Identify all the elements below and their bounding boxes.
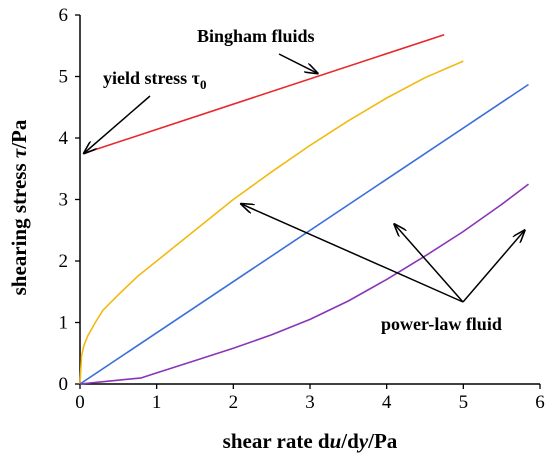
x-tick-label: 6 — [535, 392, 545, 413]
shear-thinning-curve — [79, 60, 464, 385]
x-tick-label: 4 — [382, 392, 392, 413]
newtonian-line — [79, 83, 529, 385]
bingham-arrow — [278, 53, 318, 73]
y-tick-label: 4 — [59, 128, 69, 149]
axes: 0 1 2 3 4 5 6 0 1 2 3 4 5 6 — [59, 5, 545, 413]
yield-stress-label: yield stress τ0 — [103, 68, 206, 92]
x-tick-label: 2 — [229, 392, 239, 413]
shear-thickening-curve — [79, 183, 529, 385]
y-tick-label: 0 — [59, 374, 69, 395]
y-tick-label: 6 — [59, 5, 69, 26]
series-group — [79, 33, 529, 385]
annotations: Bingham fluids yield stress τ0 power-law f… — [84, 26, 525, 334]
power-law-arrow-1 — [241, 204, 464, 303]
y-axis-label: shearing stress τ/Pa — [7, 119, 31, 295]
x-tick-label: 0 — [75, 392, 85, 413]
x-tick-label: 1 — [152, 392, 162, 413]
power-law-arrow-3 — [462, 230, 525, 303]
y-tick-label: 2 — [59, 251, 69, 272]
x-tick-label: 3 — [305, 392, 315, 413]
y-tick-label: 5 — [59, 67, 69, 88]
bingham-line — [83, 33, 445, 155]
yield-stress-arrow — [84, 95, 151, 153]
power-law-arrow-2 — [394, 224, 464, 303]
x-tick-label: 5 — [459, 392, 469, 413]
y-tick-label: 1 — [59, 313, 69, 334]
y-tick-label: 3 — [59, 190, 69, 211]
bingham-fluids-label: Bingham fluids — [197, 26, 315, 46]
power-law-fluid-label: power-law fluid — [381, 314, 502, 334]
x-axis-label: shear rate du/dy/Pa — [223, 429, 398, 453]
